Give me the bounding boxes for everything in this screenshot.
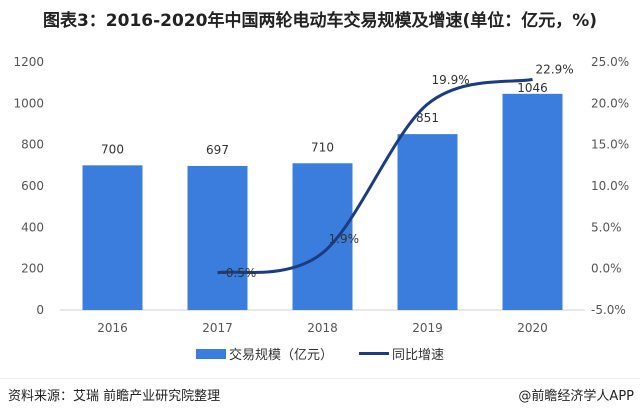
x-tick-label: 2019 — [412, 321, 443, 335]
legend: 交易规模（亿元） 同比增速 — [0, 344, 640, 363]
bar-2018 — [292, 163, 353, 310]
right-tick-label: 20.0% — [591, 96, 629, 110]
legend-swatch-bar — [195, 348, 226, 359]
legend-swatch-line — [359, 352, 389, 355]
right-tick-label: 5.0% — [591, 220, 622, 234]
growth-line — [217, 77, 533, 275]
chart-title: 图表3：2016-2020年中国两轮电动车交易规模及增速(单位：亿元，%) — [42, 11, 598, 31]
right-tick-label: 0.0% — [591, 262, 622, 276]
right-tick-label: 10.0% — [591, 179, 629, 193]
source-note: 资料来源：艾瑞 前瞻产业研究院整理 — [8, 389, 221, 404]
x-tick-label: 2018 — [307, 321, 338, 335]
bar-2017 — [187, 165, 248, 310]
left-tick-label: 600 — [21, 179, 44, 193]
credit: @前瞻经济学人APP — [518, 389, 634, 404]
line-data-label: -0.5% — [222, 266, 257, 280]
footer-divider — [0, 378, 640, 379]
bar-2020 — [502, 93, 563, 311]
legend-item-line: 同比增速 — [359, 344, 444, 363]
right-tick-label: -5.0% — [591, 303, 626, 317]
left-tick-label: 1200 — [13, 55, 44, 69]
bar-2016 — [82, 165, 143, 310]
line-data-label: 1.9% — [329, 232, 360, 246]
line-data-label: 22.9% — [536, 62, 574, 76]
right-tick-label: 15.0% — [591, 138, 629, 152]
left-tick-label: 800 — [21, 138, 44, 152]
left-tick-label: 1000 — [13, 96, 44, 110]
x-tick-label: 2017 — [202, 321, 233, 335]
bar-2019 — [397, 134, 458, 310]
right-tick-label: 25.0% — [591, 55, 629, 69]
x-tick-label: 2016 — [97, 321, 128, 335]
bar-data-label: 700 — [101, 142, 124, 156]
legend-item-bar: 交易规模（亿元） — [195, 344, 333, 363]
bar-data-label: 710 — [311, 140, 334, 154]
bar-data-label: 851 — [416, 111, 439, 125]
line-data-label: 19.9% — [432, 73, 470, 87]
x-tick-label: 2020 — [517, 321, 548, 335]
bar-data-label: 697 — [206, 143, 229, 157]
left-tick-label: 400 — [21, 220, 44, 234]
legend-label-bar: 交易规模（亿元） — [228, 348, 333, 363]
left-tick-label: 200 — [21, 262, 44, 276]
legend-label-line: 同比增速 — [392, 348, 445, 363]
left-tick-label: 0 — [36, 303, 44, 317]
bar-data-label: 1046 — [517, 81, 548, 95]
